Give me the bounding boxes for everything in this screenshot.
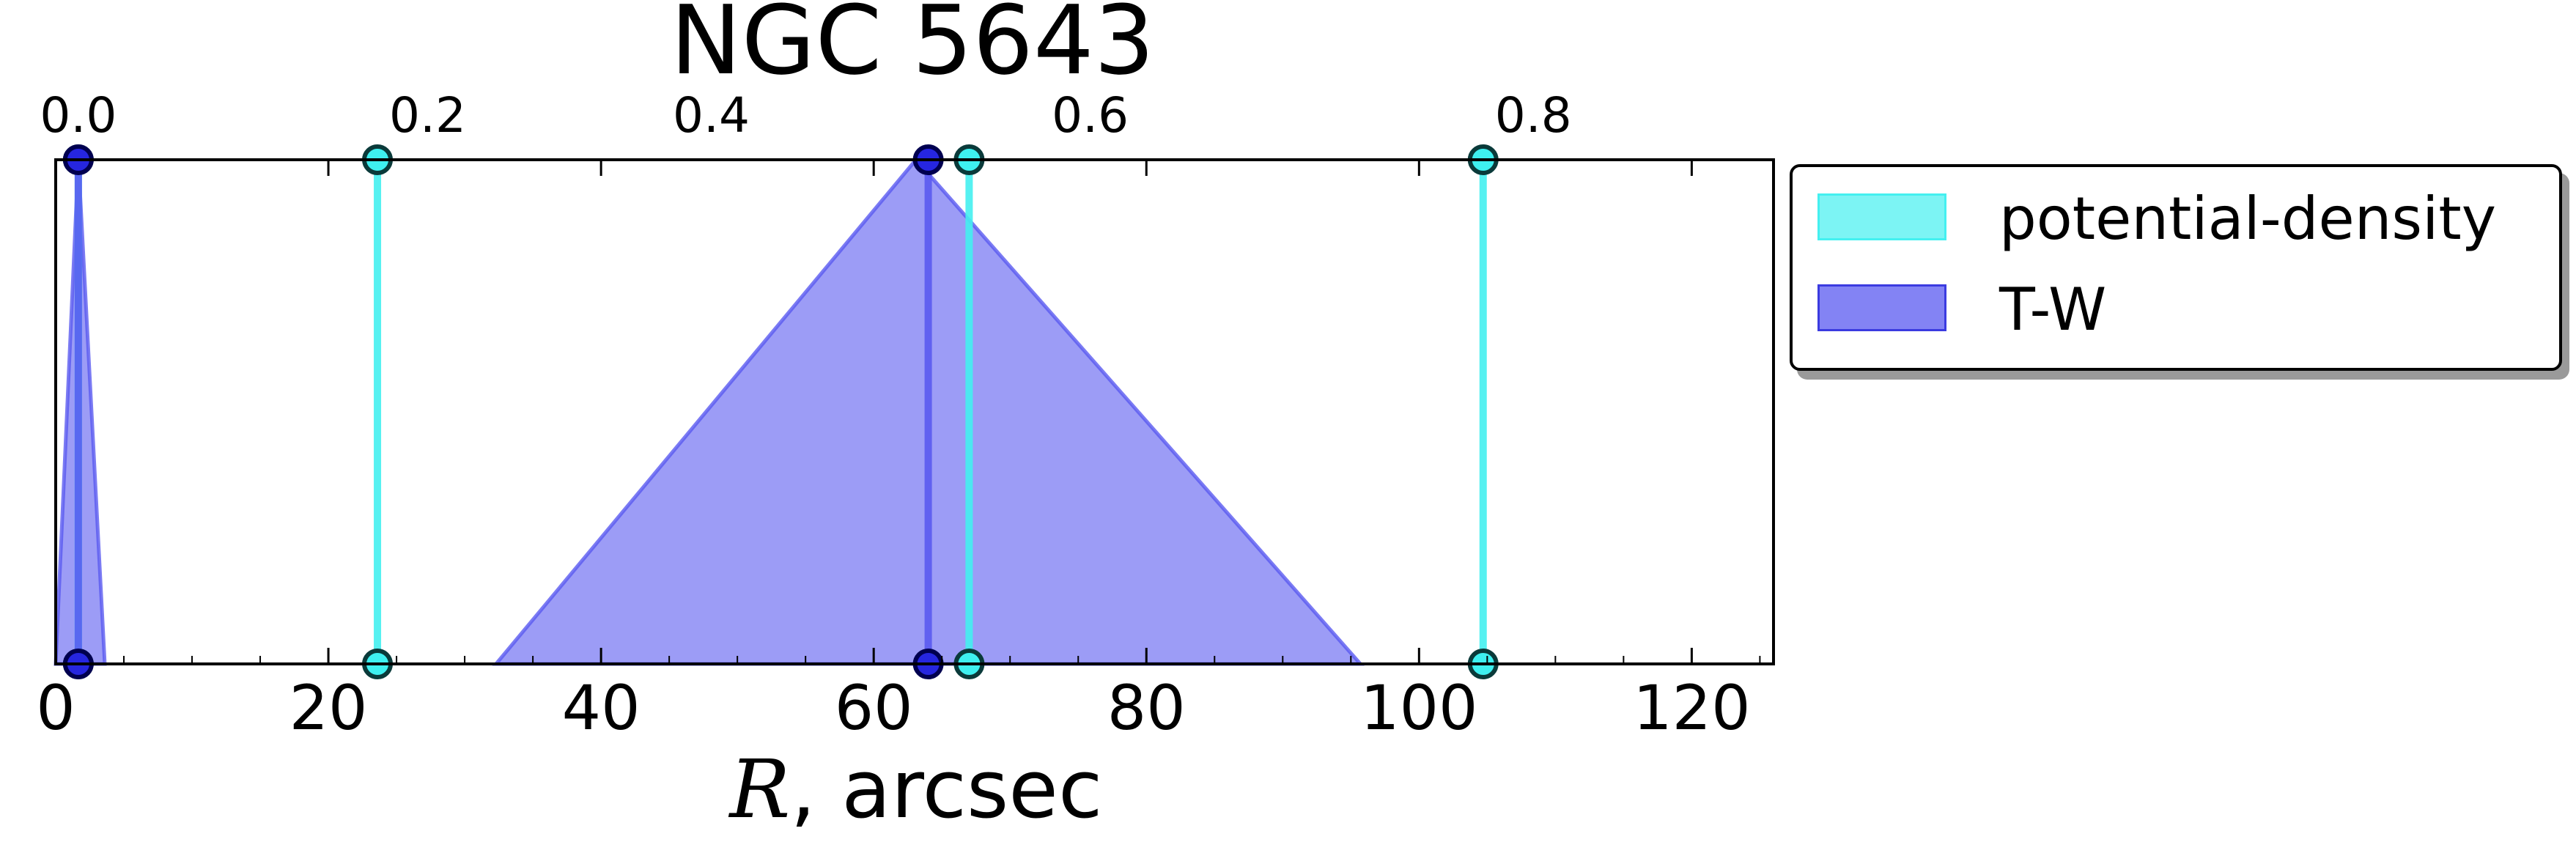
top-tick-label-3: 0.6 — [1052, 87, 1129, 144]
x-tick-label-3: 60 — [835, 672, 913, 744]
top-tick-label-4: 0.8 — [1495, 87, 1572, 144]
x-axis-label: R, arcsec — [728, 742, 1103, 836]
plot-frame — [54, 158, 1775, 665]
x-tick-label-1: 20 — [289, 672, 368, 744]
legend-swatch-potential-density — [1817, 193, 1946, 240]
plot-area — [53, 144, 1499, 679]
legend: potential-density T-W — [1790, 164, 2562, 371]
x-tick-label-2: 40 — [562, 672, 641, 744]
axis-ticks: 0 20 40 60 80 100 120 0.0 0.2 0.4 0.6 0.8 — [36, 87, 1761, 744]
legend-item-potential-density: potential-density — [1793, 167, 2559, 252]
legend-label-t-w: T-W — [1999, 276, 2107, 344]
legend-label-potential-density: potential-density — [1999, 185, 2497, 253]
x-tick-label-4: 80 — [1107, 672, 1186, 744]
chart-title: NGC 5643 — [671, 0, 1155, 96]
x-axis-label-unit: , arcsec — [790, 742, 1102, 836]
top-tick-label-0: 0.0 — [40, 87, 117, 144]
x-axis-label-symbol: R — [728, 742, 791, 836]
legend-item-t-w: T-W — [1793, 258, 2559, 343]
top-tick-label-2: 0.4 — [673, 87, 750, 144]
x-tick-label-0: 0 — [36, 672, 75, 744]
legend-swatch-t-w — [1817, 284, 1946, 331]
top-tick-label-1: 0.2 — [389, 87, 466, 144]
x-tick-label-6: 120 — [1633, 672, 1750, 744]
x-tick-label-5: 100 — [1360, 672, 1477, 744]
